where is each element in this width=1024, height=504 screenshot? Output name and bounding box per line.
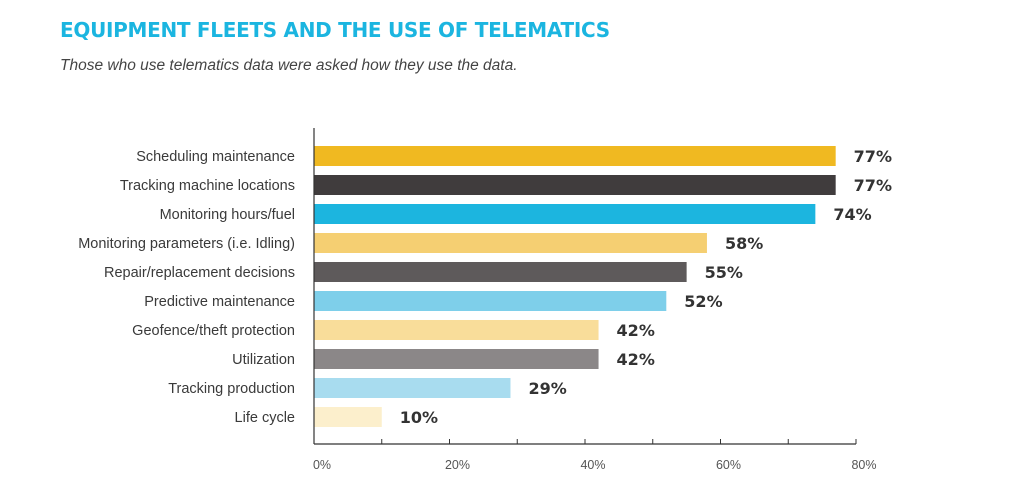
chart-subtitle: Those who use telematics data were asked… <box>60 57 518 74</box>
bar-1 <box>314 175 836 195</box>
value-label-5: 52% <box>684 292 722 311</box>
value-label-3: 58% <box>725 234 763 253</box>
bar-4 <box>314 262 687 282</box>
value-label-2: 74% <box>833 205 871 224</box>
value-label-9: 10% <box>400 408 438 427</box>
x-tick-label-2: 40% <box>580 458 605 472</box>
bar-8 <box>314 378 511 398</box>
category-label-3: Monitoring parameters (i.e. Idling) <box>78 236 295 252</box>
bar-9 <box>314 407 382 427</box>
category-label-2: Monitoring hours/fuel <box>160 207 295 223</box>
value-label-6: 42% <box>617 321 655 340</box>
category-label-1: Tracking machine locations <box>120 178 295 194</box>
x-tick-label-1: 20% <box>445 458 470 472</box>
category-label-0: Scheduling maintenance <box>136 149 295 165</box>
x-tick-label-4: 80% <box>851 458 876 472</box>
category-label-9: Life cycle <box>235 410 295 426</box>
bar-7 <box>314 349 599 369</box>
category-label-8: Tracking production <box>168 381 295 397</box>
bar-0 <box>314 146 836 166</box>
bar-5 <box>314 291 667 311</box>
category-label-6: Geofence/theft protection <box>132 323 295 339</box>
value-label-0: 77% <box>854 147 892 166</box>
value-label-7: 42% <box>617 350 655 369</box>
category-label-5: Predictive maintenance <box>144 294 295 310</box>
x-tick-label-3: 60% <box>716 458 741 472</box>
bar-2 <box>314 204 816 224</box>
value-label-1: 77% <box>854 176 892 195</box>
chart-title: EQUIPMENT FLEETS AND THE USE OF TELEMATI… <box>60 18 610 42</box>
category-label-4: Repair/replacement decisions <box>104 265 295 281</box>
x-tick-label-0: 0% <box>313 458 331 472</box>
value-label-8: 29% <box>528 379 566 398</box>
value-label-4: 55% <box>705 263 743 282</box>
bar-3 <box>314 233 707 253</box>
bar-6 <box>314 320 599 340</box>
category-label-7: Utilization <box>232 352 295 368</box>
